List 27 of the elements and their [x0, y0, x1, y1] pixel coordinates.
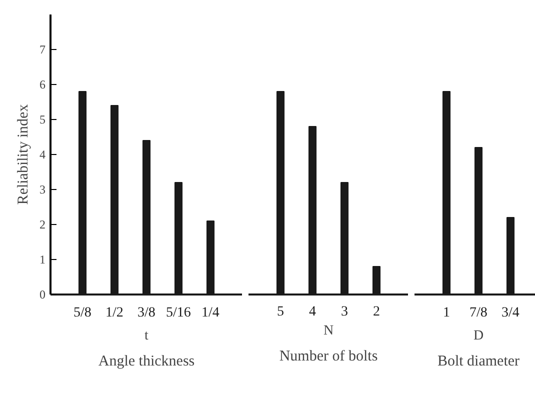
x-tick-label: 5/16: [166, 306, 191, 320]
x-tick-label: 4: [309, 304, 316, 320]
x-tick-label: 1/4: [202, 306, 220, 320]
x-tick-label: 3/4: [502, 306, 520, 320]
x-tick-label: 5: [277, 304, 284, 320]
x-axis-title: D: [473, 328, 484, 344]
y-tick-label: 0: [40, 288, 46, 302]
y-tick-label: 2: [40, 218, 46, 232]
x-tick-label: 7/8: [470, 306, 488, 320]
text: Bolt diameter: [437, 354, 520, 370]
y-tick-label: 4: [40, 148, 46, 162]
y-tick-label: 6: [40, 78, 46, 92]
y-axis-title: Reliability index: [16, 104, 32, 205]
y-tick-label: 1: [40, 252, 46, 266]
text: Number of bolts: [279, 348, 378, 364]
x-tick-label: 2: [373, 304, 380, 320]
text: Angle thickness: [98, 354, 195, 370]
y-tick-label: 5: [40, 112, 46, 126]
y-tick-label: 7: [40, 42, 46, 56]
y-tick-label: 3: [40, 182, 46, 196]
x-tick-label: 1/2: [106, 306, 124, 320]
x-axis-title: t: [144, 328, 149, 344]
x-tick-label: 1: [443, 306, 450, 320]
x-tick-label: 3/8: [138, 306, 156, 320]
x-tick-label: 3: [341, 304, 348, 320]
x-tick-label: 5/8: [74, 306, 92, 320]
x-axis-title: N: [323, 324, 334, 338]
